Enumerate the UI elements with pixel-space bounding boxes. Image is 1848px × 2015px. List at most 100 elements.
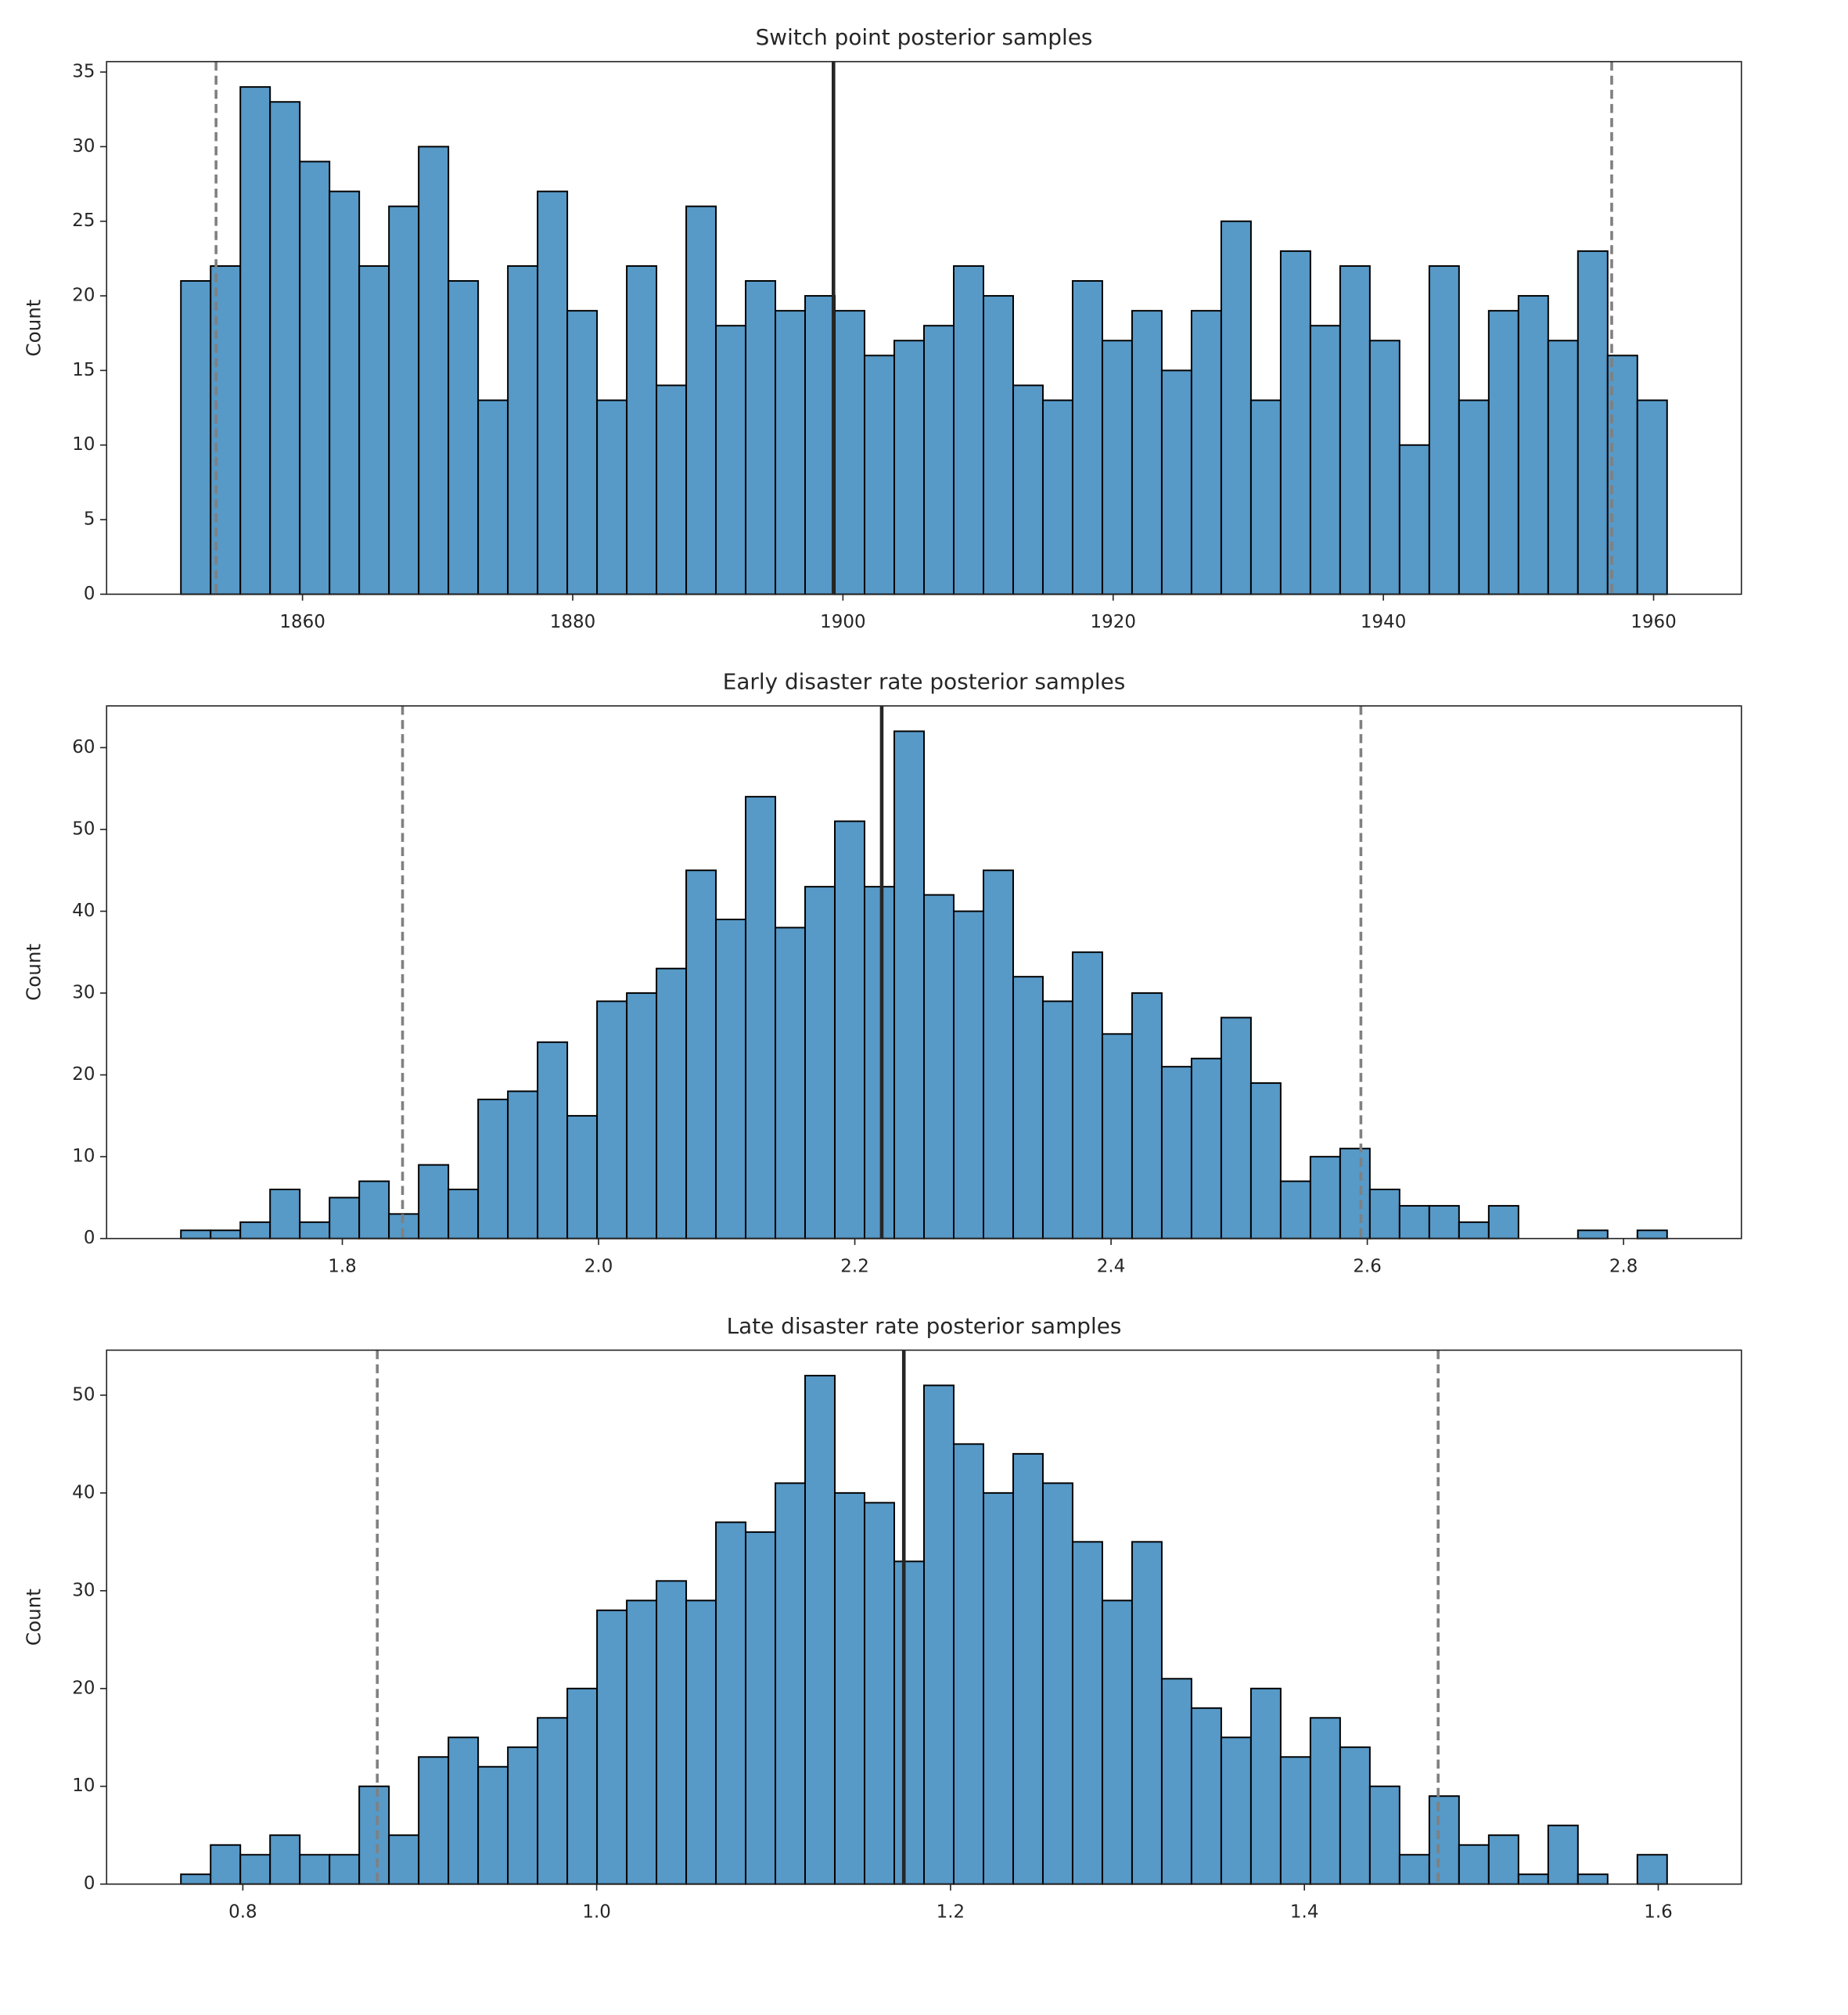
y-tick-label: 25 <box>72 210 95 231</box>
bar <box>1398 1204 1430 1240</box>
bar <box>626 264 658 596</box>
bar <box>239 86 271 596</box>
bar <box>1249 399 1282 596</box>
bar <box>358 1785 390 1885</box>
x-tick-label: 1860 <box>279 612 325 632</box>
bar <box>834 820 866 1240</box>
bar <box>1160 369 1192 596</box>
bar <box>923 1384 955 1885</box>
bar <box>626 1599 658 1885</box>
bar <box>864 886 895 1240</box>
y-tick-label: 30 <box>72 1580 95 1600</box>
bar <box>507 1746 539 1885</box>
bar <box>715 1521 747 1885</box>
bar <box>1487 1834 1519 1885</box>
bar <box>1220 1016 1252 1240</box>
y-tick-label: 10 <box>72 434 95 455</box>
bar <box>1190 310 1222 596</box>
bar <box>1101 340 1133 596</box>
bar <box>299 160 331 596</box>
y-tick-label: 0 <box>84 1873 95 1894</box>
bar <box>1339 1147 1371 1240</box>
bar <box>626 992 658 1240</box>
bar <box>745 280 777 596</box>
bar <box>1279 1180 1311 1240</box>
bar <box>804 295 836 596</box>
bar <box>1220 220 1252 596</box>
y-axis-label: Count <box>22 1589 45 1646</box>
bar <box>656 967 688 1240</box>
axes-frame <box>106 60 1742 596</box>
y-tick-label: 10 <box>72 1146 95 1167</box>
x-tick-label: 1900 <box>820 612 865 632</box>
bar <box>1160 1066 1192 1240</box>
bar <box>1012 976 1044 1240</box>
bar <box>1101 1599 1133 1885</box>
x-tick-label: 0.8 <box>228 1902 257 1922</box>
bar <box>1368 1785 1400 1885</box>
bar <box>1279 250 1311 596</box>
bar <box>1220 1736 1252 1885</box>
x-tick-label: 1.6 <box>1644 1902 1673 1922</box>
bar <box>507 1090 539 1240</box>
bar <box>1190 1057 1222 1240</box>
bar <box>745 1531 777 1885</box>
bar <box>775 1482 807 1885</box>
bar <box>418 1164 450 1240</box>
x-tick-label: 2.6 <box>1353 1256 1382 1276</box>
y-tick-label: 30 <box>72 983 95 1003</box>
y-tick-label: 20 <box>72 286 95 306</box>
bar <box>1012 1452 1044 1885</box>
bar <box>1547 1824 1579 1885</box>
bar <box>1368 1189 1400 1240</box>
bar <box>477 399 509 596</box>
bar <box>299 1854 331 1885</box>
bar <box>685 1599 717 1885</box>
bar <box>1398 1854 1430 1885</box>
bar <box>715 918 747 1240</box>
x-tick-label: 2.8 <box>1609 1256 1638 1276</box>
bar <box>1428 264 1460 596</box>
bar <box>834 310 866 596</box>
bar <box>953 910 984 1240</box>
x-tick-label: 1.8 <box>328 1256 357 1276</box>
x-tick-label: 1.0 <box>582 1902 611 1922</box>
bar <box>1577 1873 1609 1885</box>
bar <box>1636 1854 1668 1885</box>
bar <box>388 1834 420 1885</box>
x-tick-label: 1.2 <box>937 1902 965 1922</box>
bar <box>1368 340 1400 596</box>
bar <box>1309 325 1341 596</box>
bar <box>775 927 807 1240</box>
bar <box>1547 340 1579 596</box>
axes-frame <box>106 705 1742 1240</box>
bar <box>566 1114 599 1240</box>
bar <box>1041 1000 1073 1240</box>
bar <box>269 1834 301 1885</box>
y-tick-label: 10 <box>72 1776 95 1796</box>
bar <box>1071 1541 1103 1885</box>
bar <box>180 1229 212 1240</box>
bar <box>1249 1082 1282 1240</box>
bar <box>864 354 895 596</box>
bar <box>1131 1541 1163 1885</box>
bar <box>1309 1717 1341 1885</box>
bar <box>656 1580 688 1885</box>
y-tick-label: 40 <box>72 901 95 921</box>
bar <box>358 264 390 596</box>
bar <box>299 1221 331 1240</box>
bar <box>329 1196 361 1240</box>
bar <box>804 886 836 1240</box>
y-tick-label: 35 <box>72 62 95 82</box>
bar <box>982 1491 1014 1885</box>
bar <box>953 1443 984 1885</box>
bar <box>834 1491 866 1885</box>
bar <box>566 310 599 596</box>
bar <box>537 190 569 596</box>
bar <box>685 869 717 1240</box>
bar <box>388 205 420 596</box>
bar <box>982 295 1014 596</box>
bar <box>923 894 955 1240</box>
bar <box>1487 310 1519 596</box>
